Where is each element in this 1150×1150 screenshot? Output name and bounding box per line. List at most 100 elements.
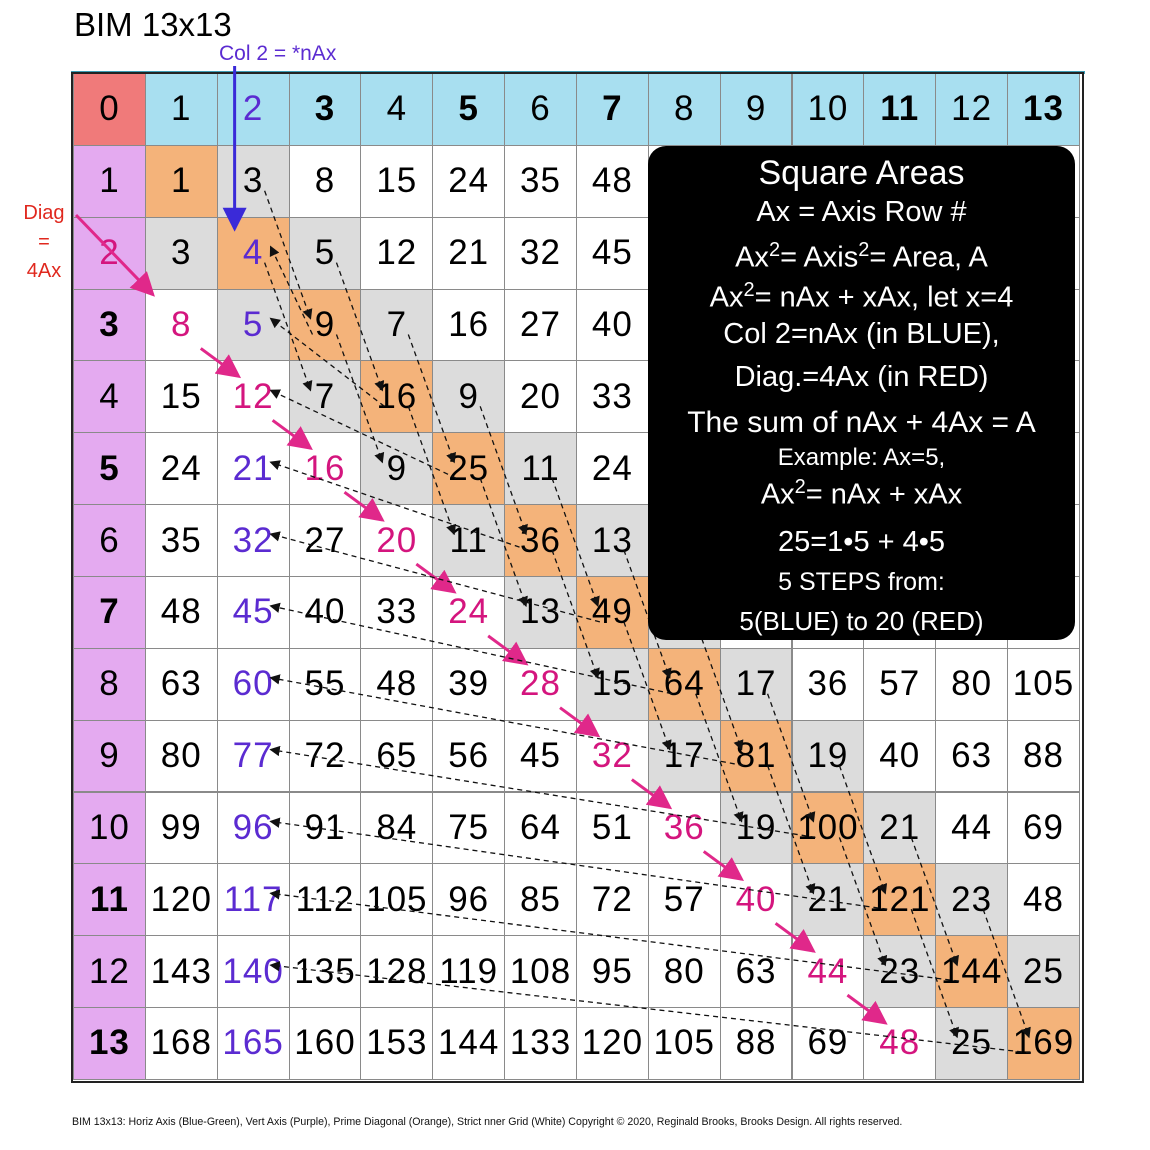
- header-cell: 4: [360, 73, 434, 146]
- square-cell: 144: [935, 935, 1009, 1009]
- grid-cell: 25: [1007, 935, 1080, 1009]
- box-superscript: 2: [743, 279, 755, 301]
- grid-cell: 45: [216, 575, 290, 649]
- grid-cell: 23: [935, 863, 1009, 937]
- box-line: Example: Ax=5,: [777, 444, 946, 471]
- box-line: Col 2=nAx (in BLUE),: [723, 318, 1000, 350]
- grid-cell: 36: [791, 647, 865, 721]
- grid-cell: 39: [432, 647, 506, 721]
- grid-cell: 8: [288, 144, 362, 218]
- box-superscript: 2: [768, 239, 781, 261]
- header-cell: 5: [432, 73, 506, 146]
- box-text: = Axis: [780, 241, 859, 274]
- grid-cell: 144: [432, 1007, 506, 1080]
- grid-cell: 24: [432, 144, 506, 218]
- box-line: Ax2= Axis2= Area, A: [648, 239, 1075, 275]
- grid-cell: 32: [504, 216, 577, 290]
- axis-cell: 12: [73, 935, 146, 1009]
- axis-cell: 9: [73, 719, 146, 793]
- grid-cell: 72: [575, 863, 649, 937]
- grid-cell: 32: [216, 504, 290, 577]
- header-cell: 6: [504, 73, 577, 146]
- box-line: Diag.=4Ax (in RED): [734, 361, 989, 393]
- square-cell: 81: [719, 719, 793, 793]
- axis-cell: 3: [73, 288, 146, 362]
- grid-cell: 77: [216, 719, 290, 793]
- header-cell: 13: [1007, 73, 1080, 146]
- grid-cell: 13: [504, 575, 577, 649]
- grid-cell: 108: [504, 935, 577, 1009]
- grid-cell: 40: [575, 288, 649, 362]
- grid-cell: 17: [719, 647, 793, 721]
- axis-cell: 5: [73, 432, 146, 506]
- grid-cell: 28: [504, 647, 577, 721]
- grid-cell: 135: [288, 935, 362, 1009]
- grid-cell: 168: [144, 1007, 218, 1080]
- grid-cell: 133: [504, 1007, 577, 1080]
- grid-cell: 23: [863, 935, 937, 1009]
- grid-cell: 105: [360, 863, 434, 937]
- grid-cell: 5: [216, 288, 290, 362]
- square-cell: 1: [144, 144, 218, 218]
- box-line: The sum of nAx + 4Ax = A: [687, 406, 1036, 439]
- grid-cell: 51: [575, 791, 649, 865]
- grid-cell: 140: [216, 935, 290, 1009]
- grid-cell: 24: [144, 432, 218, 506]
- grid-cell: 13: [575, 504, 649, 577]
- header-cell: 2: [216, 73, 290, 146]
- grid-cell: 91: [288, 791, 362, 865]
- grid-cell: 128: [360, 935, 434, 1009]
- grid-cell: 11: [504, 432, 577, 506]
- grid-cell: 3: [144, 216, 218, 290]
- box-superscript: 2: [794, 476, 806, 498]
- grid-cell: 117: [216, 863, 290, 937]
- grid-cell: 85: [504, 863, 577, 937]
- square-cell: 9: [288, 288, 362, 362]
- axis-cell: 4: [73, 360, 146, 434]
- grid-cell: 143: [144, 935, 218, 1009]
- grid-cell: 17: [647, 719, 721, 793]
- grid-cell: 165: [216, 1007, 290, 1080]
- box-line: Ax2= nAx + xAx, let x=4: [648, 279, 1075, 315]
- grid-cell: 57: [863, 647, 937, 721]
- box-text: Ax: [760, 478, 795, 511]
- box-line: Ax = Axis Row #: [756, 196, 967, 228]
- grid-cell: 57: [647, 863, 721, 937]
- diag-label: Diag = 4Ax: [14, 199, 74, 286]
- grid-cell: 63: [144, 647, 218, 721]
- grid-cell: 12: [360, 216, 434, 290]
- axis-cell: 13: [73, 1007, 146, 1080]
- grid-cell: 7: [360, 288, 434, 362]
- square-cell: 25: [432, 432, 506, 506]
- footer-copyright: BIM 13x13: Horiz Axis (Blue-Green), Vert…: [72, 1116, 903, 1128]
- grid-cell: 48: [575, 144, 649, 218]
- grid-cell: 56: [432, 719, 506, 793]
- grid-cell: 20: [360, 504, 434, 577]
- grid-cell: 153: [360, 1007, 434, 1080]
- square-cell: 64: [647, 647, 721, 721]
- grid-cell: 160: [288, 1007, 362, 1080]
- axis-cell: 10: [73, 791, 146, 865]
- grid-cell: 15: [360, 144, 434, 218]
- square-cell: 16: [360, 360, 434, 434]
- grid-cell: 48: [144, 575, 218, 649]
- axis-cell: 11: [73, 863, 146, 937]
- header-cell: 10: [791, 73, 865, 146]
- grid-cell: 9: [360, 432, 434, 506]
- grid-cell: 60: [216, 647, 290, 721]
- grid-cell: 3: [216, 144, 290, 218]
- grid-cell: 63: [719, 935, 793, 1009]
- grid-cell: 24: [575, 432, 649, 506]
- grid-cell: 55: [288, 647, 362, 721]
- grid-cell: 40: [863, 719, 937, 793]
- grid-cell: 120: [575, 1007, 649, 1080]
- grid-cell: 112: [288, 863, 362, 937]
- grid-cell: 45: [504, 719, 577, 793]
- grid-cell: 96: [432, 863, 506, 937]
- grid-cell: 32: [575, 719, 649, 793]
- grid-cell: 40: [288, 575, 362, 649]
- grid-cell: 35: [144, 504, 218, 577]
- grid-cell: 80: [647, 935, 721, 1009]
- grid-cell: 33: [575, 360, 649, 434]
- grid-cell: 12: [216, 360, 290, 434]
